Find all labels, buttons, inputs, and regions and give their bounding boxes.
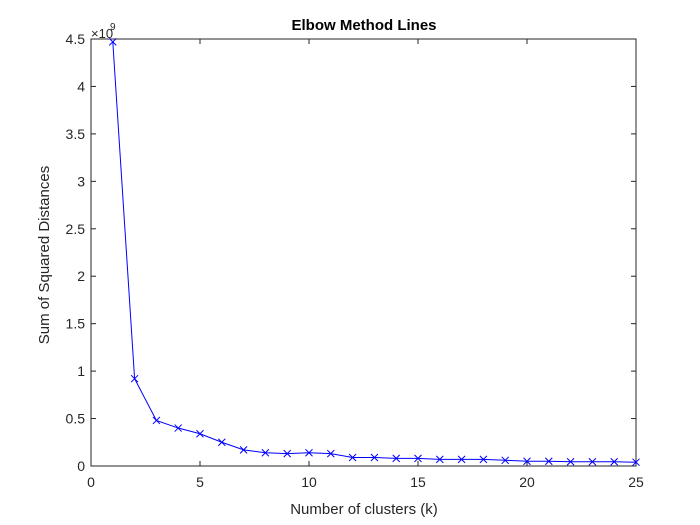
x-tick-label: 20 (519, 474, 535, 490)
x-tick-label: 10 (301, 474, 317, 490)
data-point (370, 453, 379, 462)
data-point (239, 446, 248, 454)
y-tick-label: 0 (77, 458, 85, 474)
data-point (196, 429, 204, 438)
y-tick-label: 3.5 (66, 126, 86, 142)
y-tick-label: 4.5 (66, 31, 86, 47)
x-tick-label: 0 (87, 474, 95, 490)
y-exponent-power: 9 (110, 22, 116, 33)
data-point (326, 449, 335, 458)
data-point (588, 457, 597, 466)
y-tick-label: 4 (77, 78, 85, 94)
data-point (283, 449, 292, 458)
data-point (566, 457, 575, 466)
series-line (112, 41, 637, 463)
y-tick-label: 1 (77, 363, 85, 379)
y-tick-label: 2 (77, 268, 85, 284)
x-axis-label: Number of clusters (k) (290, 501, 438, 518)
chart-title: Elbow Method Lines (292, 17, 437, 34)
data-point (348, 453, 357, 462)
x-tick-label: 5 (196, 474, 204, 490)
data-point (152, 416, 161, 425)
y-tick-label: 0.5 (66, 411, 86, 427)
data-point (108, 37, 117, 46)
y-tick-label: 2.5 (66, 221, 86, 237)
data-point (501, 456, 510, 465)
y-tick-label: 1.5 (66, 316, 86, 332)
data-point (217, 438, 226, 447)
data-point (523, 457, 531, 466)
data-point (130, 374, 139, 383)
x-tick-label: 25 (628, 474, 644, 490)
data-point (305, 448, 313, 457)
y-tick-label: 3 (77, 173, 85, 189)
data-point (392, 454, 401, 463)
data-point (479, 455, 488, 464)
y-axis-label: Sum of Squared Distances (36, 166, 53, 344)
data-point (174, 424, 183, 432)
plot-area: 0 5 10 15 20 25 0 0.5 1 1.5 2 2.5 3 3.5 4 4.5 (66, 31, 644, 490)
data-point (544, 457, 553, 466)
data-point (457, 455, 466, 464)
data-point (632, 458, 640, 467)
axes-box (90, 38, 637, 467)
data-point (261, 448, 270, 457)
data-point (435, 455, 444, 464)
y-exponent-base: ×10 (91, 26, 113, 41)
x-tick-label: 15 (410, 474, 426, 490)
data-point (610, 457, 619, 466)
data-point (414, 454, 422, 463)
